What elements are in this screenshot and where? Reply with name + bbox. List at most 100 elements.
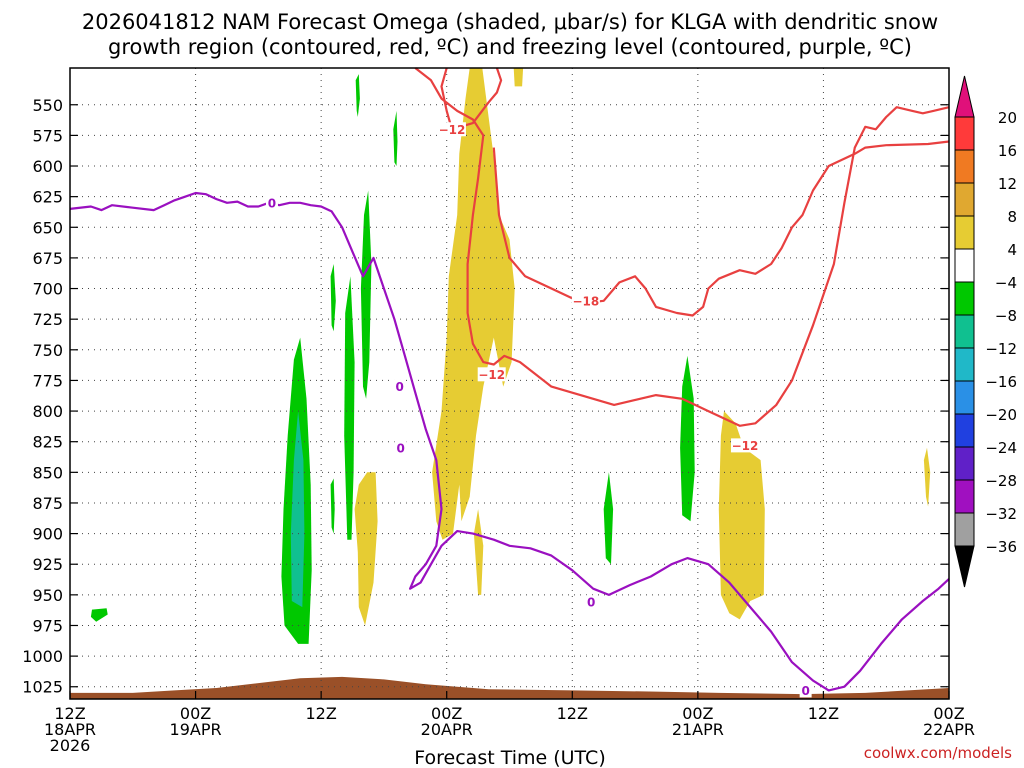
x-tick-label-0-2: 2026	[50, 736, 91, 755]
y-tick-label-725: 725	[32, 310, 63, 329]
colorbar-label-6: −8	[995, 307, 1017, 325]
x-tick-label-12-1: 19APR	[170, 720, 222, 739]
contour-label-1: −18	[573, 294, 600, 308]
omega-shading-layer	[90, 68, 931, 644]
x-tick-label-0-0: 12Z	[54, 704, 85, 723]
omega-region-13	[354, 472, 378, 626]
contour-label-0: −12	[439, 123, 466, 137]
contour-label-bg-1	[571, 293, 600, 308]
contour-label-4: 0	[268, 196, 276, 210]
colorbar-label-0: 20	[998, 109, 1017, 127]
colorbar-box-12	[954, 512, 975, 547]
y-tick-label-925: 925	[32, 555, 63, 574]
colorbar-box-9	[954, 413, 975, 448]
contour-minus12-lower	[440, 67, 503, 131]
contour-label-3: −12	[732, 439, 759, 453]
y-axis-ticks: 550 575 600 625 650 675 700 725 750 775 800 825 850 8…	[22, 96, 949, 697]
colorbar-label-7: −12	[985, 340, 1017, 358]
y-tick-label-975: 975	[32, 616, 63, 635]
colorbar-label-1: 16	[998, 142, 1017, 160]
chart-title-line1: 2026041812 NAM Forecast Omega (shaded, μ…	[82, 10, 938, 34]
omega-region-16	[718, 411, 765, 620]
omega-region-5	[330, 478, 335, 534]
colorbar-box-11	[954, 479, 975, 514]
y-tick-label-800: 800	[32, 402, 63, 421]
x-tick-label-60-1: 21APR	[672, 720, 724, 739]
contour-minus12-upper	[414, 67, 950, 427]
omega-region-14	[473, 509, 484, 595]
terrain-fill	[70, 676, 949, 699]
x-tick-label-48-0: 12Z	[557, 704, 588, 723]
contour-label-6: 0	[395, 380, 403, 394]
colorbar: 20 16 12 8 4 −4 −8 −12 −16 −20 −24 −28 −32 −36	[954, 75, 1017, 588]
x-tick-label-24-0: 12Z	[305, 704, 336, 723]
gridlines	[70, 68, 949, 699]
omega-region-12	[457, 264, 468, 350]
x-tick-label-0-1: 18APR	[44, 720, 96, 739]
omega-region-3	[360, 190, 372, 399]
y-tick-label-900: 900	[32, 525, 63, 544]
colorbar-label-9: −20	[985, 406, 1017, 424]
y-tick-label-825: 825	[32, 433, 63, 452]
colorbar-box-4	[954, 248, 975, 283]
y-tick-label-650: 650	[32, 218, 63, 237]
contour-label-bg-2	[477, 367, 506, 382]
omega-region-17	[923, 447, 931, 507]
y-tick-label-950: 950	[32, 586, 63, 605]
y-tick-label-1000: 1000	[22, 647, 63, 666]
contour-label-bg-7	[394, 440, 407, 455]
colorbar-bottom-arrow	[954, 545, 975, 588]
omega-region-15	[513, 68, 524, 87]
x-tick-label-84-0: 00Z	[933, 704, 964, 723]
x-tick-label-12-0: 00Z	[180, 704, 211, 723]
colorbar-label-5: −4	[995, 274, 1017, 292]
colorbar-label-11: −28	[985, 472, 1017, 490]
colorbar-label-2: 12	[998, 175, 1017, 193]
colorbar-label-10: −24	[985, 439, 1017, 457]
credit-text: coolwx.com/models	[864, 744, 1012, 762]
colorbar-top-arrow	[954, 75, 975, 118]
contour-label-5: 0	[587, 596, 595, 610]
chart-title-line2: growth region (contoured, red, ºC) and f…	[108, 35, 912, 59]
omega-region-9	[603, 472, 614, 565]
y-tick-label-550: 550	[32, 96, 63, 115]
y-tick-label-625: 625	[32, 188, 63, 207]
colorbar-box-1	[954, 149, 975, 184]
colorbar-box-10	[954, 446, 975, 481]
x-tick-label-60-0: 00Z	[682, 704, 713, 723]
contour-label-bg-4	[265, 195, 278, 210]
colorbar-box-2	[954, 182, 975, 217]
colorbar-box-6	[954, 314, 975, 349]
contour-label-bg-3	[730, 438, 759, 453]
omega-region-6	[355, 74, 360, 117]
contour-freezing-level	[69, 191, 950, 692]
colorbar-box-5	[954, 281, 975, 316]
x-axis-title: Forecast Time (UTC)	[414, 747, 605, 768]
y-tick-label-675: 675	[32, 249, 63, 268]
x-tick-label-72-0: 12Z	[808, 704, 839, 723]
omega-region-1	[290, 411, 305, 608]
x-tick-label-36-1: 20APR	[421, 720, 473, 739]
y-tick-label-875: 875	[32, 494, 63, 513]
contour-label-bg-0	[437, 122, 466, 137]
colorbar-box-8	[954, 380, 975, 415]
omega-region-2	[344, 276, 355, 540]
colorbar-label-12: −32	[985, 505, 1017, 523]
contour-label-8: 0	[801, 684, 809, 698]
y-tick-label-850: 850	[32, 463, 63, 482]
y-tick-label-750: 750	[32, 341, 63, 360]
contour-label-7: 0	[396, 441, 404, 455]
y-tick-label-575: 575	[32, 126, 63, 145]
y-tick-label-700: 700	[32, 280, 63, 299]
contour-label-bg-8	[799, 683, 812, 698]
x-tick-label-36-0: 00Z	[431, 704, 462, 723]
y-tick-label-775: 775	[32, 371, 63, 390]
terrain-layer	[70, 676, 949, 699]
contour-label-bg-5	[585, 595, 598, 610]
colorbar-label-3: 8	[1007, 208, 1017, 226]
colorbar-label-8: −16	[985, 373, 1017, 391]
omega-region-11	[432, 68, 515, 540]
y-tick-label-600: 600	[32, 157, 63, 176]
